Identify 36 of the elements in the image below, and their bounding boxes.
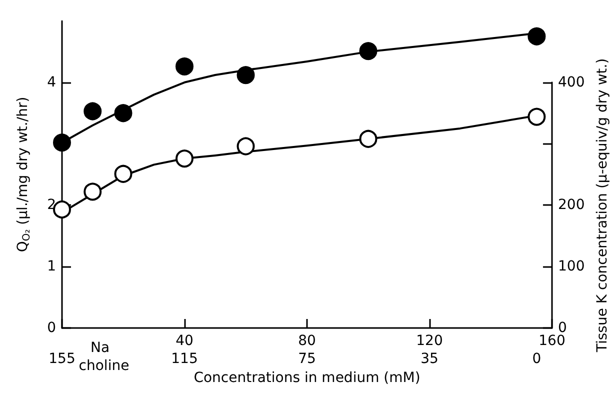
point [528,27,546,46]
point [176,57,194,76]
point [236,137,255,156]
point [359,42,378,60]
x-tick-label: 120 [416,333,443,349]
y2-tick-label: 200 [558,197,585,214]
y-tick-label: 0 [47,320,56,336]
point [53,200,71,218]
x-tick-label: 80 [298,333,316,349]
x2-tick-label: 0 [532,351,542,367]
x-axis-title: Concentrations in medium (mM) [194,370,420,386]
y-axis-title: QO₂ (μl./mg dry wt./hr) [15,96,32,252]
point [528,108,546,126]
point [114,104,132,122]
y2-axis-title: Tissue K concentration (μ-equiv/g dry wt.) [594,58,611,354]
x2-tick-label: 115 [171,351,198,367]
y2-tick-label: 400 [558,74,585,90]
y-tick-label: 1 [47,258,56,275]
point [53,134,71,152]
point [176,150,194,168]
point [84,102,102,120]
x-tick-label: 40 [176,333,194,349]
x2-tick-label: 35 [420,351,438,367]
point [84,182,102,201]
text: Na [90,340,110,356]
y-tick-label: 4 [47,74,56,90]
point [359,130,378,148]
y2-tick-label: 100 [558,258,585,275]
x2-tick-label: 155 [48,351,76,367]
text: choline [78,358,130,374]
point [114,164,132,183]
x2-tick-label: 75 [298,351,316,367]
y-tick-label: 2 [47,197,56,214]
point [236,66,255,84]
y2-tick-label: 0 [558,320,567,336]
x-tick-label: 160 [538,333,566,349]
